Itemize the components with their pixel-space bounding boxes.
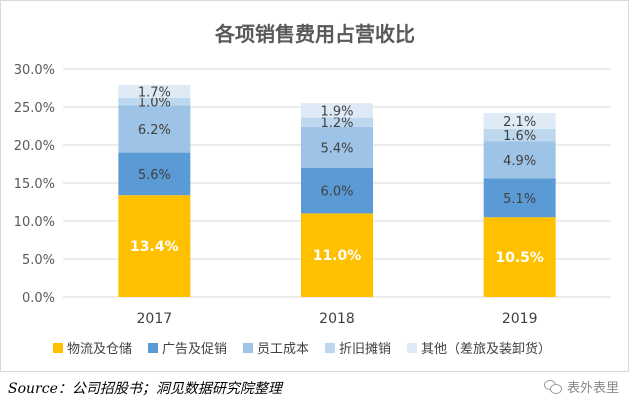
y-tick-label: 5.0% [22, 253, 55, 268]
stacked-bar-chart: 各项销售费用占营收比 0.0% 5.0% 10.0% 15.0% 20.0% 25.0% 3… [14, 22, 611, 357]
legend-swatch [325, 343, 335, 353]
bar-segment [118, 105, 191, 153]
bar-segment [483, 113, 556, 130]
data-label: 4.9% [503, 154, 536, 169]
legend-swatch [148, 343, 158, 353]
watermark: 表外表里 [543, 377, 619, 396]
data-label: 5.6% [138, 168, 171, 183]
bar-segment [301, 117, 373, 127]
y-tick-label: 25.0% [14, 101, 55, 116]
data-label: 2.1% [503, 115, 536, 130]
legend-label: 员工成本 [257, 342, 309, 357]
y-tick-label: 15.0% [14, 177, 55, 192]
legend-label: 其他（差旅及装卸货） [421, 341, 551, 357]
x-axis-ticks: 2017 2018 2019 [137, 311, 538, 327]
bar-segment [483, 217, 556, 297]
wechat-icon [543, 379, 562, 395]
data-label: 11.0% [313, 248, 362, 264]
legend-label: 广告及促销 [162, 342, 227, 357]
y-tick-label: 20.0% [14, 139, 55, 154]
legend-label: 物流及仓储 [67, 342, 132, 357]
chart-frame: 各项销售费用占营收比 0.0% 5.0% 10.0% 15.0% 20.0% 25.0% 3… [0, 0, 629, 372]
data-label: 6.0% [320, 185, 353, 200]
bar-segment [118, 195, 191, 297]
legend-swatch [243, 343, 253, 353]
bar-segment [301, 213, 373, 297]
bar-segment [301, 103, 373, 118]
data-label: 1.0% [138, 96, 171, 111]
x-tick-label: 2019 [502, 311, 538, 327]
bar-segment [301, 126, 373, 168]
bar-segment [483, 129, 556, 142]
data-label: 6.2% [138, 123, 171, 138]
data-label: 5.4% [320, 141, 353, 156]
data-label: 10.5% [495, 250, 544, 266]
data-label: 5.1% [503, 192, 536, 207]
bar-segment [483, 178, 556, 218]
data-label: 1.2% [320, 116, 353, 131]
bar-segment [118, 152, 191, 196]
data-label: 13.4% [130, 239, 179, 255]
y-tick-label: 10.0% [14, 215, 55, 230]
data-label: 1.6% [503, 129, 536, 144]
bar-segment [483, 141, 556, 179]
watermark-text: 表外表里 [566, 381, 619, 396]
source-note: Source：公司招股书；洞见数据研究院整理 [8, 381, 282, 397]
bar-segment [301, 167, 373, 214]
bar-segment [118, 84, 191, 98]
legend-swatch [407, 343, 417, 353]
bar-segment [118, 97, 191, 106]
x-tick-label: 2017 [137, 311, 173, 327]
y-axis-ticks: 0.0% 5.0% 10.0% 15.0% 20.0% 25.0% 30.0% [14, 63, 55, 306]
y-tick-label: 0.0% [22, 291, 55, 306]
chart-title: 各项销售费用占营收比 [214, 22, 415, 46]
legend: 物流及仓储 广告及促销 员工成本 折旧摊销 其他（差旅及装卸货） [53, 341, 551, 357]
y-tick-label: 30.0% [14, 63, 55, 78]
legend-swatch [53, 343, 63, 353]
x-tick-label: 2018 [319, 311, 355, 327]
data-label: 1.9% [320, 104, 353, 119]
data-label: 1.7% [138, 85, 171, 100]
legend-label: 折旧摊销 [339, 342, 391, 357]
bars: 13.4%5.6%6.2%1.0%1.7%11.0%6.0%5.4%1.2%1.… [118, 84, 556, 297]
